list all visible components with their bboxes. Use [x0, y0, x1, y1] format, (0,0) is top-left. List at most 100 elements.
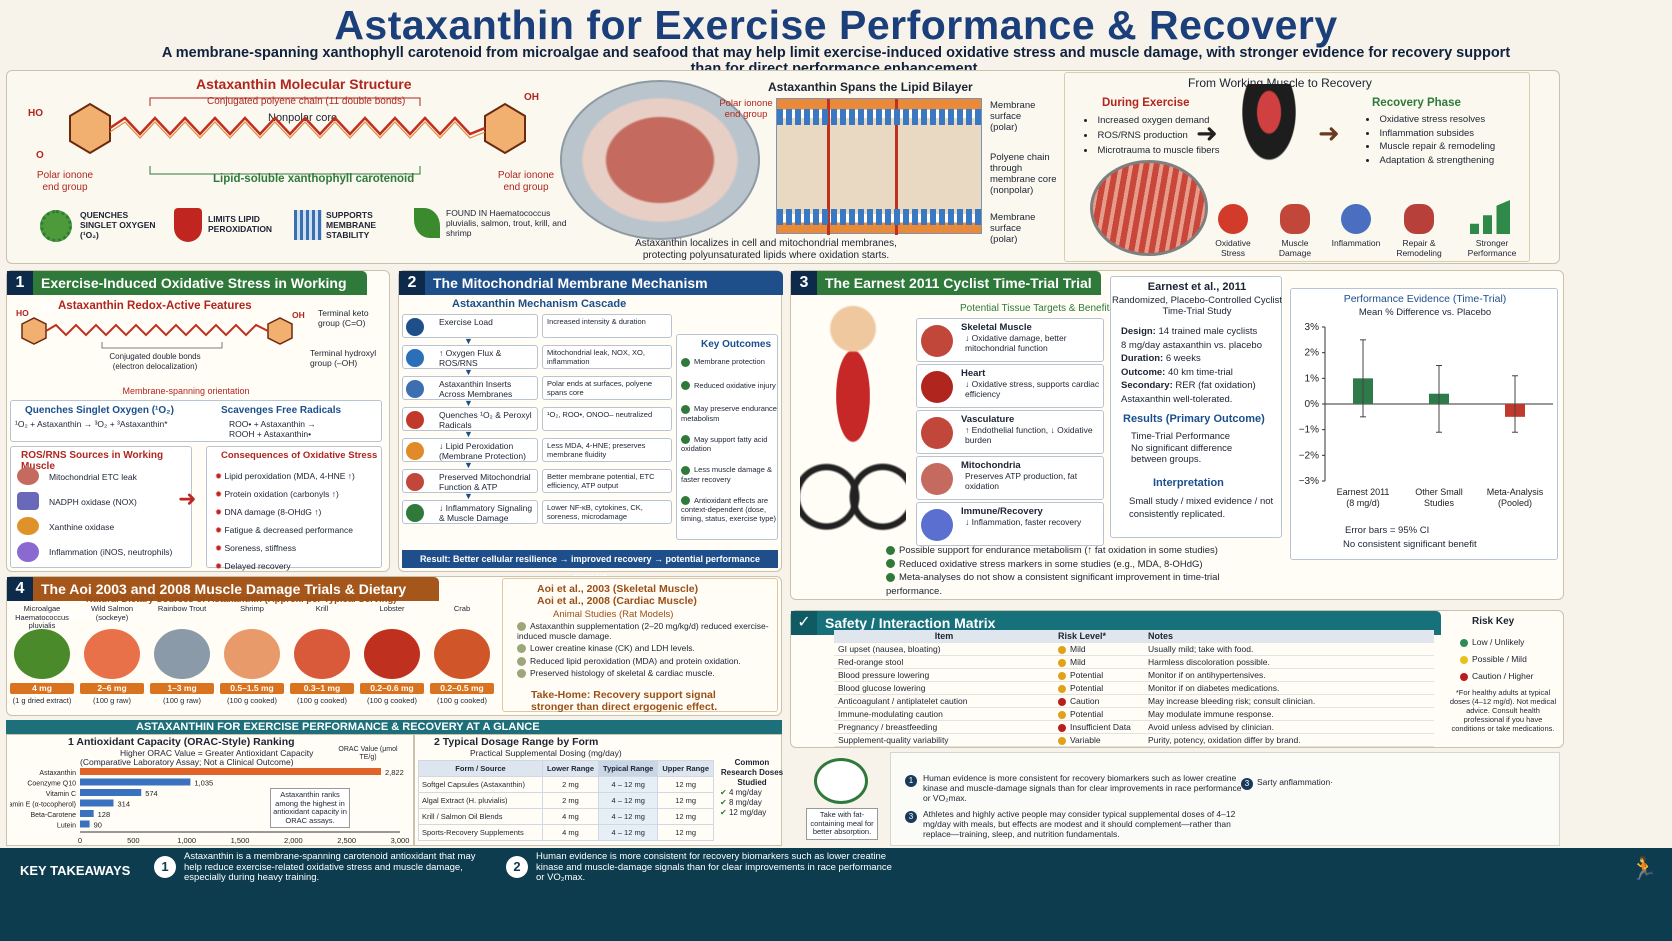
food-source: Rainbow Trout 1–3 mg (100 g raw): [150, 604, 214, 706]
plate-icon: [814, 758, 868, 804]
interp-title: Interpretation: [1153, 477, 1224, 489]
dose-low: 2 mg: [541, 776, 600, 793]
molecule-icon: [17, 517, 39, 535]
tissue-desc: ↑ Endothelial function, ↓ Oxidative burd…: [965, 425, 1093, 445]
list-item: Possible support for endurance metabolis…: [886, 544, 1278, 558]
result-bar: Result: Better cellular resilience → imp…: [402, 550, 778, 582]
risk-dot: [1058, 684, 1066, 693]
dose-upper: 12 mg: [657, 776, 714, 793]
x-tick-label: 0: [78, 836, 82, 845]
risk-item: Pregnancy / breastfeeding: [834, 720, 1054, 734]
outcomes-box: Key Outcomes Membrane protection Reduced…: [676, 334, 778, 540]
cascade-step: Astaxanthin Inserts Across Membranes: [402, 376, 538, 400]
end-group-label: Polar ionone end group: [719, 98, 773, 120]
x-tick-label: 1,000: [177, 836, 196, 845]
step-label: ↓ Inflammatory Signaling & Muscle Damage: [439, 503, 533, 523]
risk-level: Potential: [1054, 707, 1144, 721]
food-icon: [154, 629, 210, 679]
risk-note: Usually mild; take with food.: [1144, 642, 1434, 656]
aoi-title-1: Aoi et al., 2003 (Skeletal Muscle): [537, 583, 699, 595]
list-item: Inflammation subsides: [1366, 127, 1495, 141]
food-amount: 0.2–0.6 mg: [360, 683, 424, 694]
bar-label: Beta-Carotene: [30, 812, 76, 819]
cascade-step: ↓ Inflammatory Signaling & Muscle Damage: [402, 500, 538, 524]
x-tick-label: Studies: [1424, 498, 1455, 508]
section-number: 4: [7, 577, 33, 601]
risk-note: Monitor if on antihypertensives.: [1144, 668, 1434, 682]
dose-table: Form / Source Lower Range Typical Range …: [418, 760, 714, 841]
food-source: Lobster 0.2–0.6 mg (100 g cooked): [360, 604, 424, 706]
orac-chart: Astaxanthin 2,822 Coenzyme Q10 1,035 Vitamin…: [10, 768, 409, 845]
risk-note: May increase bleeding risk; consult clin…: [1144, 694, 1434, 708]
food-amount: 0.5–1.5 mg: [220, 683, 284, 694]
enzyme-icon: [17, 492, 39, 510]
bilayer-caption: Astaxanthin localizes in cell and mitoch…: [635, 238, 897, 261]
table-row: Pregnancy / breastfeeding Insufficient Da…: [834, 720, 1434, 734]
source-item: Inflammation (iNOS, neutrophils): [49, 547, 173, 557]
orac-sub-1: Higher ORAC Value = Greater Antioxidant …: [120, 748, 314, 758]
x-tick-label: 2,000: [284, 836, 303, 845]
footer-text: Astaxanthin is a membrane-spanning carot…: [184, 851, 476, 883]
page-title: Astaxanthin for Exercise Performance & R…: [334, 2, 1338, 48]
performance-chart: 3% 2% 1% 0% −1% −2% −3% Earnest 2011(8 mg/d) Oth…: [1299, 322, 1553, 508]
section-title: Exercise-Induced Oxidative Stress in Wor…: [41, 275, 347, 315]
list-item: Reduced oxidative injury: [681, 381, 777, 391]
tissue-name: Vasculature: [961, 414, 1015, 425]
food-name: Lobster: [379, 604, 405, 613]
risk-item: Blood glucose lowering: [834, 681, 1054, 695]
bilayer-diagram: [776, 98, 983, 235]
arrow-icon: ➜: [1318, 118, 1340, 148]
step-icon: [406, 442, 424, 460]
step-label: Exercise Load: [439, 317, 493, 327]
dose-form: Krill / Salmon Oil Blends: [418, 808, 543, 825]
food-name: Rainbow Trout: [157, 604, 207, 613]
conseq-title: Consequences of Oxidative Stress: [221, 450, 378, 461]
risk-level: Caution: [1054, 694, 1144, 708]
terminal-hydroxyl-label: Terminal hydroxyl group (–OH): [310, 348, 377, 368]
section-title: The Mitochondrial Membrane Mechanism: [433, 275, 708, 291]
tissue-icon: [921, 325, 953, 357]
bar-value: 128: [98, 810, 111, 819]
risk-level: Insufficient Data: [1054, 720, 1144, 734]
list-item: Preserved histology of skeletal & cardia…: [517, 668, 773, 679]
conjugated-label: Conjugated double bonds (electron deloca…: [109, 352, 201, 371]
point-text: Sarty anflammation·: [1257, 777, 1334, 787]
tissue-name: Skeletal Muscle: [961, 322, 1032, 333]
risk-level: Variable: [1054, 733, 1144, 747]
oh-label: OH: [524, 92, 539, 103]
table-row: Supplement-quality variability Variable Pu…: [834, 733, 1434, 747]
list-item: ✹ DNA damage (8-OHdG ↑): [215, 507, 322, 517]
bilayer-label-bottom: Membrane surface (polar): [990, 212, 1036, 245]
food-serving: (100 g cooked): [366, 696, 418, 705]
lipid-label: Lipid-soluble xanthophyll carotenoid: [213, 173, 415, 185]
check-icon: ✓: [791, 611, 817, 635]
feature-label: FOUND IN Haematococcus pluvialis, salmon…: [446, 208, 567, 238]
risk-key: Risk Key Low / Unlikely Possible / Mild …: [1444, 612, 1560, 746]
ho-label: HO: [28, 108, 43, 119]
list-item: Reduced lipid peroxidation (MDA) and pro…: [517, 656, 773, 667]
risk-dot: [1058, 645, 1066, 654]
footer-number: 2: [506, 856, 528, 878]
orac-title: 1 Antioxidant Capacity (ORAC-Style) Rank…: [68, 736, 295, 748]
aoi-box: Aoi et al., 2003 (Skeletal Muscle) Aoi e…: [502, 578, 778, 713]
bar: [80, 799, 114, 807]
step-label: Astaxanthin Inserts Across Membranes: [439, 379, 513, 399]
bar-value: 1,035: [194, 779, 213, 788]
immune-cell-icon: [17, 542, 39, 562]
during-title: During Exercise: [1102, 97, 1190, 109]
table-header: Item: [834, 630, 1054, 643]
x-tick-label: (8 mg/d): [1346, 498, 1380, 508]
x-tick-label: 500: [127, 836, 140, 845]
table-row: Immune-modulating caution Potential May mo…: [834, 707, 1434, 721]
list-item: Possible / Mild: [1460, 651, 1533, 668]
list-item: Low / Unlikely: [1460, 634, 1533, 651]
food-icon: [434, 629, 490, 679]
list-item: Caution / Higher: [1460, 668, 1533, 685]
food-name: Crab: [453, 604, 471, 613]
dose-upper: 12 mg: [657, 792, 714, 809]
list-item: May preserve endurance metabolism: [681, 404, 777, 423]
list-item: Lower creatine kinase (CK) and LDH level…: [517, 643, 773, 654]
section-number: 2: [399, 271, 425, 295]
x-tick-label: 2,500: [337, 836, 356, 845]
arrow-down-icon: ▼: [464, 367, 473, 377]
